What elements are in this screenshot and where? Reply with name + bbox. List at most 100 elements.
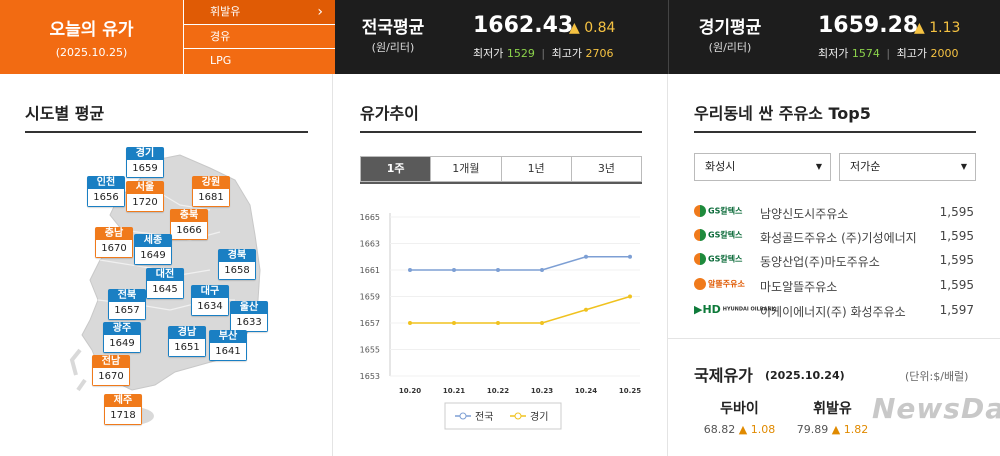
gs-caltex-logo-icon: GS칼텍스 xyxy=(694,253,744,269)
y-tick-label: 1653 xyxy=(360,372,380,381)
region-name: 대전 xyxy=(146,268,184,281)
region-gangwon[interactable]: 강원 1681 xyxy=(192,176,230,207)
region-name: 경기 xyxy=(126,147,164,160)
gyeonggi-average: 경기평균 (원/리터) 1659.28 ▲ 1.13 최저가 1574 | 최고… xyxy=(685,0,1000,74)
region-price: 1645 xyxy=(146,281,184,299)
gs-caltex-logo-icon: GS칼텍스 xyxy=(694,229,744,245)
tab-1week[interactable]: 1주 xyxy=(361,157,432,181)
national-average-unit: (원/리터) xyxy=(371,41,415,54)
gs-caltex-logo-icon: GS칼텍스 xyxy=(694,205,744,221)
data-point xyxy=(584,307,588,312)
region-name: 제주 xyxy=(104,394,142,407)
region-name: 세종 xyxy=(134,234,172,247)
region-name: 강원 xyxy=(192,176,230,189)
region-name: 광주 xyxy=(103,322,141,335)
region-jeonbuk[interactable]: 전북 1657 xyxy=(108,289,146,320)
chevron-down-icon: ▼ xyxy=(815,162,822,171)
region-gyeonggi[interactable]: 경기 1659 xyxy=(126,147,164,178)
y-tick-label: 1661 xyxy=(360,266,380,275)
region-name: 경북 xyxy=(218,249,256,262)
min-label: 최저가 xyxy=(818,47,849,60)
sort-select[interactable]: 저가순 ▼ xyxy=(839,153,976,181)
station-row[interactable]: GS칼텍스 화성골드주유소 (주)기성에너지 1,595 xyxy=(694,226,976,248)
series-line-전국 xyxy=(410,256,630,271)
region-sejong[interactable]: 세종 1649 xyxy=(134,234,172,265)
fuel-menu-gasoline[interactable]: 휘발유 › xyxy=(183,0,335,25)
series-line-경기 xyxy=(410,295,631,324)
region-name: 인천 xyxy=(87,176,125,189)
region-price: 1659 xyxy=(126,160,164,178)
gyeonggi-average-delta: ▲ 1.13 xyxy=(914,20,961,36)
station-row[interactable]: ▶HD HYUNDAI OILBANK 이케이에너지(주) 화성주유소 1,597 xyxy=(694,300,976,322)
hyundai-oilbank-logo-icon: ▶HD HYUNDAI OILBANK xyxy=(694,303,776,316)
trend-title: 유가추이 xyxy=(360,104,419,123)
period-tabs: 1주 1개월 1년 3년 xyxy=(360,156,642,182)
tab-1year[interactable]: 1년 xyxy=(502,157,572,181)
trend-title-underline xyxy=(360,131,642,133)
max-label: 최고가 xyxy=(896,47,927,60)
altteul-station-logo-icon: 알뜰주유소 xyxy=(694,278,745,294)
tabs-underline xyxy=(360,182,642,184)
today-title: 오늘의 유가 xyxy=(49,20,134,40)
gyeonggi-min-max: 최저가 1574 | 최고가 2000 xyxy=(818,45,958,61)
fuel-type-menu: 휘발유 › 경유 LPG xyxy=(183,0,335,74)
region-select-value: 화성시 xyxy=(705,160,736,173)
data-point xyxy=(408,321,412,325)
station-row[interactable]: GS칼텍스 동양산업(주)마도주유소 1,595 xyxy=(694,250,976,272)
region-name: 울산 xyxy=(230,301,268,314)
x-tick-label: 10.20 xyxy=(399,387,421,395)
x-tick-label: 10.21 xyxy=(443,387,465,395)
region-seoul[interactable]: 서울 1720 xyxy=(126,181,164,212)
region-price: 1720 xyxy=(126,194,164,212)
region-daegu[interactable]: 대구 1634 xyxy=(191,285,229,316)
region-gwangju[interactable]: 광주 1649 xyxy=(103,322,141,353)
region-daejeon[interactable]: 대전 1645 xyxy=(146,268,184,299)
gyeonggi-average-price: 1659.28 xyxy=(818,13,919,38)
sort-select-value: 저가순 xyxy=(850,160,881,173)
data-point xyxy=(584,254,588,259)
station-row[interactable]: 알뜰주유소 마도알뜰주유소 1,595 xyxy=(694,275,976,297)
fuel-menu-lpg[interactable]: LPG xyxy=(183,49,335,74)
data-point xyxy=(540,268,544,272)
data-point xyxy=(628,254,632,259)
region-gyeongbuk[interactable]: 경북 1658 xyxy=(218,249,256,280)
y-tick-label: 1657 xyxy=(360,319,380,328)
y-tick-label: 1663 xyxy=(360,240,380,249)
region-name: 충북 xyxy=(170,209,208,222)
fuel-menu-label: 경유 xyxy=(210,29,231,43)
oil-price: 79.89 xyxy=(796,423,829,436)
column-divider xyxy=(667,74,668,456)
station-row[interactable]: GS칼텍스 남양신도시주유소 1,595 xyxy=(694,202,976,224)
region-select[interactable]: 화성시 ▼ xyxy=(694,153,831,181)
oil-delta: ▲ 1.08 xyxy=(738,423,776,436)
region-price: 1666 xyxy=(170,222,208,240)
region-chungnam[interactable]: 충남 1670 xyxy=(95,227,133,258)
region-busan[interactable]: 부산 1641 xyxy=(209,330,247,361)
x-tick-label: 10.22 xyxy=(487,387,509,395)
gyeonggi-average-unit: (원/리터) xyxy=(708,41,752,54)
national-min-max: 최저가 1529 | 최고가 2706 xyxy=(473,45,613,61)
separator: | xyxy=(886,47,891,60)
region-chungbuk[interactable]: 충북 1666 xyxy=(170,209,208,240)
region-price: 1681 xyxy=(192,189,230,207)
tab-1month[interactable]: 1개월 xyxy=(431,157,502,181)
region-price: 1658 xyxy=(218,262,256,280)
stations-title-underline xyxy=(694,131,976,133)
data-point xyxy=(408,268,412,272)
national-average: 전국평균 (원/리터) 1662.43 ▲ 0.84 최저가 1529 | 최고… xyxy=(348,0,668,74)
today-price-box: 오늘의 유가 (2025.10.25) xyxy=(0,0,183,74)
region-jeju[interactable]: 제주 1718 xyxy=(104,394,142,425)
oil-name: 두바이 xyxy=(720,401,759,417)
region-incheon[interactable]: 인천 1656 xyxy=(87,176,125,207)
station-price: 1,595 xyxy=(939,229,974,243)
section-divider xyxy=(668,338,1000,339)
region-ulsan[interactable]: 울산 1633 xyxy=(230,301,268,332)
fuel-menu-diesel[interactable]: 경유 xyxy=(183,24,335,50)
national-average-title: 전국평균 xyxy=(361,18,425,38)
region-jeonnam[interactable]: 전남 1670 xyxy=(92,355,130,386)
oil-delta: ▲ 1.82 xyxy=(831,423,869,436)
regions-title-underline xyxy=(25,131,308,133)
region-gyeongnam[interactable]: 경남 1651 xyxy=(168,326,206,357)
chevron-down-icon: ▼ xyxy=(960,162,967,171)
tab-3year[interactable]: 3년 xyxy=(597,162,615,175)
